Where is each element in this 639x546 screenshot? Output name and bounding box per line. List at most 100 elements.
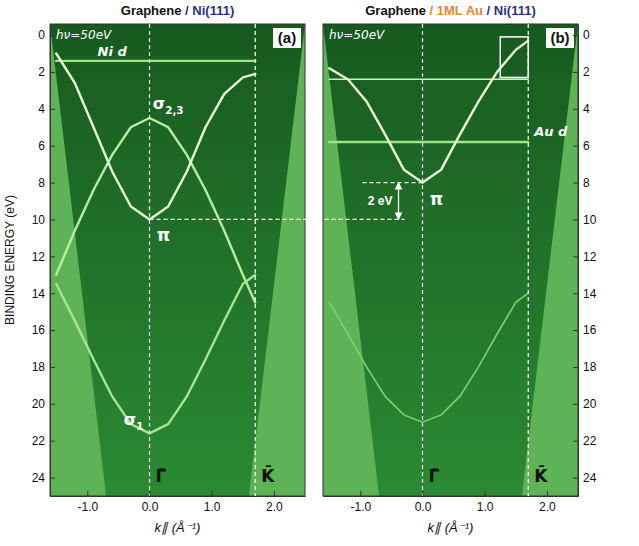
y-tick-label: 16 — [583, 323, 597, 337]
y-tick-label: 2 — [38, 65, 45, 79]
x-tick-label: 0.0 — [415, 500, 432, 514]
band-label: Ni d — [98, 44, 128, 59]
band-line — [329, 293, 528, 422]
shift-label: 2 eV — [368, 194, 393, 208]
tick-mark — [573, 35, 578, 36]
y-tick-label: 24 — [32, 471, 46, 485]
band-line — [56, 54, 255, 220]
y-tick: 6 — [38, 139, 55, 153]
x-tick: 2.0 — [266, 491, 283, 514]
x-axis: -1.0 0.0 1.0 2.0 — [324, 491, 579, 514]
y-tick-label: 8 — [38, 176, 45, 190]
tick-mark — [573, 330, 578, 331]
y-tick: 16 — [32, 323, 55, 337]
chart-svg: Γ̄K̄Ni dσ2,3πσ1hν=50eV(a)-1.00.01.02.0k∥… — [0, 0, 639, 546]
y-axis: 024681012141618202224 — [573, 25, 597, 497]
y-tick: 0 — [573, 28, 590, 42]
symmetry-label: K̄ — [261, 465, 275, 486]
tick-mark — [423, 491, 424, 496]
plot-background — [50, 24, 305, 496]
intensity-wedge — [323, 24, 578, 496]
tick-mark — [573, 478, 578, 479]
x-tick-label: 0.0 — [142, 500, 159, 514]
symmetry-label: Γ̄ — [429, 466, 440, 486]
panel: Γ̄K̄Ni dσ2,3πσ1hν=50eV(a)-1.00.01.02.0k∥… — [32, 24, 306, 535]
y-tick: 10 — [573, 213, 597, 227]
x-tick: -1.0 — [350, 491, 371, 514]
tick-mark — [573, 146, 578, 147]
band-line — [56, 60, 255, 62]
y-tick: 20 — [573, 397, 597, 411]
x-axis-title: k∥ (Å⁻¹) — [428, 520, 474, 535]
x-tick: 1.0 — [477, 491, 494, 514]
x-tick-label: 1.0 — [204, 500, 221, 514]
y-tick-label: 14 — [583, 287, 597, 301]
y-tick: 0 — [38, 28, 55, 42]
y-tick: 6 — [573, 139, 590, 153]
y-axis-title: BINDING ENERGY (eV) — [3, 195, 17, 325]
y-tick: 22 — [573, 434, 597, 448]
y-tick: 24 — [32, 471, 55, 485]
plot-background — [323, 24, 578, 496]
symmetry-line — [528, 24, 529, 496]
tick-mark — [212, 491, 213, 496]
tick-mark — [547, 491, 548, 496]
tick-mark — [50, 367, 55, 368]
x-tick: -1.0 — [77, 491, 98, 514]
y-tick: 20 — [32, 397, 55, 411]
tick-mark — [50, 35, 55, 36]
tick-mark — [50, 183, 55, 184]
tick-mark — [573, 219, 578, 220]
panel: Γ̄K̄Au dπ2 eVhν=50eV(b)-1.00.01.02.0k∥ (… — [150, 24, 597, 535]
tick-mark — [50, 109, 55, 110]
tick-mark — [50, 146, 55, 147]
symmetry-line — [149, 24, 150, 496]
tick-mark — [50, 330, 55, 331]
panel-letter-bg — [273, 28, 301, 48]
y-tick: 18 — [32, 360, 55, 374]
y-tick-label: 18 — [32, 360, 46, 374]
y-tick-label: 22 — [32, 434, 46, 448]
x-tick-label: 2.0 — [539, 500, 556, 514]
y-axis: 024681012141618202224 — [32, 25, 55, 497]
annotation: hν=50eV — [56, 28, 112, 42]
x-tick-label: 1.0 — [477, 500, 494, 514]
tick-mark — [87, 491, 88, 496]
y-tick-label: 16 — [32, 323, 46, 337]
y-tick: 4 — [573, 102, 590, 116]
y-tick: 14 — [573, 287, 597, 301]
y-tick-label: 6 — [38, 139, 45, 153]
y-tick: 14 — [32, 287, 55, 301]
panel-title: Graphene / 1ML Au / Ni(111) — [365, 3, 536, 18]
y-tick-label: 20 — [32, 397, 46, 411]
band-line — [329, 79, 528, 81]
x-axis: -1.0 0.0 1.0 2.0 — [51, 491, 306, 514]
band-label: π — [430, 189, 443, 209]
band-line — [329, 141, 528, 143]
bands — [56, 54, 255, 434]
y-tick: 24 — [573, 471, 597, 485]
band-label: σ1 — [124, 410, 144, 432]
symmetry-line — [422, 24, 423, 496]
y-tick-label: 0 — [583, 28, 590, 42]
x-tick: 0.0 — [415, 491, 432, 514]
axis-line — [50, 25, 51, 497]
tick-mark — [50, 72, 55, 73]
y-tick-label: 0 — [38, 28, 45, 42]
y-tick: 8 — [573, 176, 590, 190]
band-line — [56, 118, 255, 302]
y-tick: 2 — [573, 65, 590, 79]
axis-line — [578, 25, 579, 497]
highlight-box — [500, 37, 528, 78]
tick-mark — [573, 293, 578, 294]
x-tick-label: 2.0 — [266, 500, 283, 514]
band-line — [329, 41, 528, 183]
tick-mark — [50, 219, 55, 220]
shift-line — [363, 182, 423, 183]
x-tick: 1.0 — [204, 491, 221, 514]
y-tick: 16 — [573, 323, 597, 337]
axis-line — [324, 496, 579, 497]
tick-mark — [50, 404, 55, 405]
y-tick-label: 22 — [583, 434, 597, 448]
band-label: Au d — [533, 124, 568, 139]
